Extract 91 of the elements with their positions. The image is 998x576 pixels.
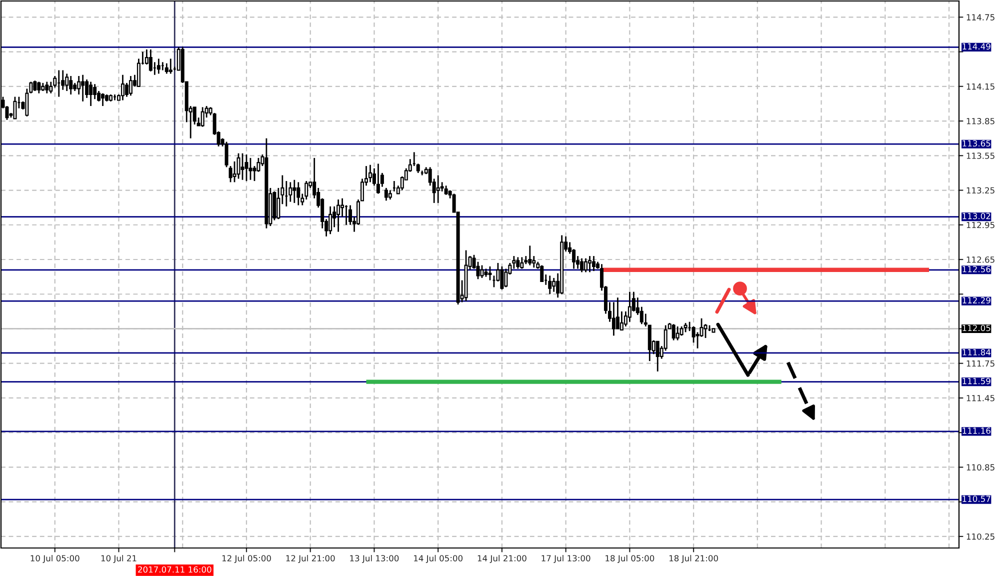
ref-line-label: 112.05 — [962, 324, 990, 332]
candlestick — [89, 81, 93, 107]
x-tick-label: 12 Jul 21:00 — [286, 554, 335, 563]
x-tick-label: 12 Jul 05:00 — [222, 554, 271, 563]
ref-line-label: 112.56 — [962, 266, 990, 272]
x-tick-label: 18 Jul 05:00 — [606, 554, 654, 563]
candlestick — [228, 165, 232, 183]
x-tick-label: 17 Jul 13:00 — [542, 554, 590, 563]
y-tick-label: 113.85 — [966, 118, 994, 124]
candlestick — [288, 181, 292, 202]
y-tick-label: 111.45 — [966, 395, 994, 402]
candlestick — [444, 184, 448, 196]
candlestick — [368, 164, 372, 183]
candlestick — [164, 62, 168, 74]
candlestick — [45, 81, 49, 94]
candlestick — [156, 58, 160, 74]
y-tick-label: 111.75 — [966, 360, 994, 367]
ref-line-label: 111.84 — [962, 349, 990, 356]
candlestick — [336, 198, 340, 232]
x-tick-label: 14 Jul 05:00 — [414, 554, 463, 563]
x-tick-label: 13 Jul 13:00 — [350, 554, 399, 563]
candlestick — [480, 264, 484, 279]
candlestick — [69, 75, 73, 96]
ref-line-label: 113.02 — [962, 212, 990, 220]
candlestick — [93, 83, 97, 100]
ref-line-label: 110.57 — [962, 496, 990, 502]
candlestick — [520, 256, 524, 270]
candlestick — [588, 255, 592, 273]
y-tick-label: 110.85 — [966, 464, 994, 471]
candlestick — [248, 157, 252, 181]
y-tick-label: 114.75 — [966, 14, 994, 20]
candlestick — [580, 258, 584, 273]
candlestick — [376, 163, 380, 194]
y-tick-label: 110.25 — [966, 533, 994, 540]
candlestick — [236, 152, 240, 180]
candlestick — [328, 206, 332, 235]
candlestick — [552, 277, 556, 293]
candlestick — [676, 326, 680, 341]
candlestick — [656, 340, 660, 372]
ref-line-label: 111.59 — [962, 378, 990, 384]
candlestick — [244, 154, 248, 182]
x-tick-label: 18 Jul 21:00 — [669, 554, 718, 563]
ref-line-label: 114.49 — [962, 43, 990, 50]
x-tick-label: 14 Jul 21:00 — [478, 554, 526, 563]
candlestick — [532, 255, 536, 268]
candlestick — [148, 48, 152, 72]
candlestick — [292, 179, 296, 204]
candlestick — [13, 96, 17, 120]
candlestick — [500, 266, 504, 290]
candlestick — [296, 181, 300, 206]
candlestick — [252, 165, 256, 182]
candlestick — [224, 141, 228, 168]
candlestick — [384, 187, 388, 202]
candlestick — [612, 302, 616, 336]
candlestick — [584, 258, 588, 273]
x-tick-label: 2017.07.11 16:00 — [138, 566, 212, 573]
candlestick — [680, 326, 684, 336]
ref-line-label: 113.65 — [962, 140, 990, 147]
candlestick — [672, 323, 676, 341]
candlestick — [240, 152, 244, 181]
candlestick — [704, 323, 708, 339]
candlestick — [528, 244, 532, 266]
ref-line-label: 112.29 — [962, 297, 990, 304]
candlestick — [684, 322, 688, 333]
candlestick — [200, 106, 204, 128]
candlestick — [592, 255, 596, 272]
candlestick — [128, 75, 132, 96]
candlestick — [37, 81, 41, 94]
candlestick — [628, 291, 632, 323]
candlestick — [700, 318, 704, 338]
candlestick — [620, 310, 624, 331]
candlestick — [65, 73, 69, 92]
x-tick-label: 10 Jul 05:00 — [30, 554, 80, 563]
y-tick-label: 113.25 — [966, 187, 994, 194]
candlestick — [548, 274, 552, 295]
candlestick — [33, 80, 37, 92]
candlestick — [388, 190, 392, 200]
candlestick — [120, 74, 124, 101]
candlestick — [81, 74, 85, 102]
candlestick — [516, 256, 520, 270]
y-tick-label: 112.95 — [966, 222, 994, 228]
candlestick — [540, 264, 544, 282]
y-tick-label: 114.15 — [966, 83, 994, 90]
candlestick — [488, 266, 492, 281]
x-tick-label: 10 Jul 21 — [101, 554, 136, 563]
ref-line-label: 111.16 — [962, 428, 990, 434]
candlestick — [101, 92, 105, 107]
y-tick-label: 113.55 — [966, 152, 994, 159]
y-tick-label: 112.65 — [966, 256, 994, 263]
candlestick — [168, 58, 172, 74]
candlestick — [436, 174, 440, 204]
